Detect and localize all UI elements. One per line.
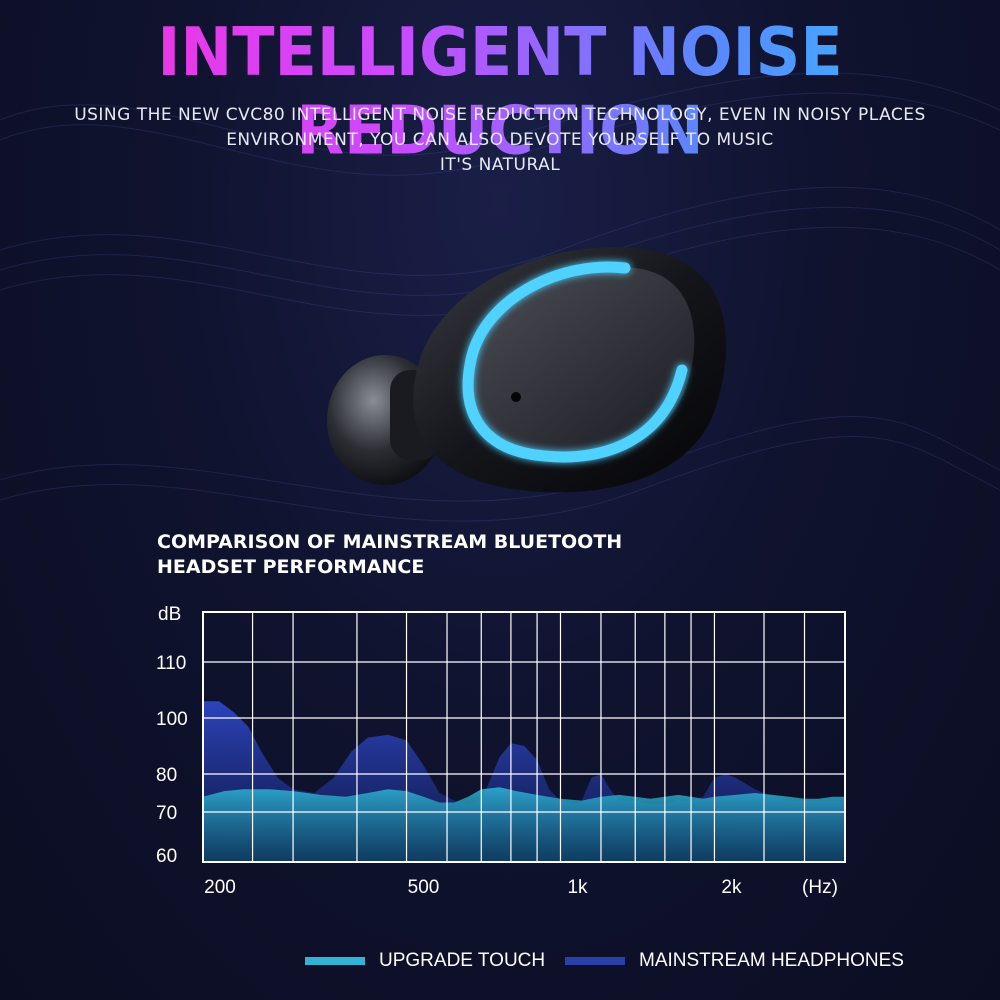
subtitle: USING THE NEW CVC80 INTELLIGENT NOISE RE…: [0, 103, 1000, 178]
earbud-image: [327, 247, 727, 493]
page-title: INTELLIGENT NOISE REDUCTION: [0, 12, 1000, 170]
x-tick-label: 2k: [721, 877, 742, 898]
y-tick-label: 110: [156, 653, 186, 674]
earbud-face: [467, 266, 695, 460]
chart-title: COMPARISON OF MAINSTREAM BLUETOOTH HEADS…: [157, 530, 622, 580]
x-tick-label: 1k: [567, 877, 588, 898]
subtitle-line: USING THE NEW CVC80 INTELLIGENT NOISE RE…: [74, 105, 926, 125]
legend-swatch-upgrade: [305, 957, 365, 965]
legend-item-mainstream: MAINSTREAM HEADPHONES: [565, 950, 904, 972]
y-axis-label: dB: [158, 604, 181, 625]
x-tick-label: 200: [204, 877, 236, 898]
y-tick-label: 100: [156, 709, 188, 730]
chart-title-line: COMPARISON OF MAINSTREAM BLUETOOTH: [157, 531, 623, 553]
series-area-upgrade-touch: [203, 787, 845, 862]
frequency-response-chart: dB 110 100 80 70 60 200 500 1k 2k (Hz): [156, 604, 846, 898]
subtitle-line: IT'S NATURAL: [439, 155, 561, 175]
chart-title-line: HEADSET PERFORMANCE: [157, 556, 425, 578]
y-tick-label: 60: [156, 846, 177, 867]
y-tick-label: 70: [156, 803, 177, 824]
mic-hole: [511, 392, 521, 402]
subtitle-line: ENVIRONMENT, YOU CAN ALSO DEVOTE YOURSEL…: [226, 130, 774, 150]
legend-label: MAINSTREAM HEADPHONES: [639, 950, 904, 971]
x-tick-label: 500: [408, 877, 440, 898]
x-axis-label: (Hz): [802, 877, 838, 898]
plot-frame: [202, 611, 846, 863]
y-tick-label: 80: [156, 765, 177, 786]
legend-label: UPGRADE TOUCH: [379, 950, 546, 971]
legend-swatch-mainstream: [565, 957, 625, 965]
legend-item-upgrade: UPGRADE TOUCH: [305, 950, 545, 972]
led-ring: [462, 261, 688, 463]
chart-legend: UPGRADE TOUCH MAINSTREAM HEADPHONES: [0, 950, 1000, 980]
